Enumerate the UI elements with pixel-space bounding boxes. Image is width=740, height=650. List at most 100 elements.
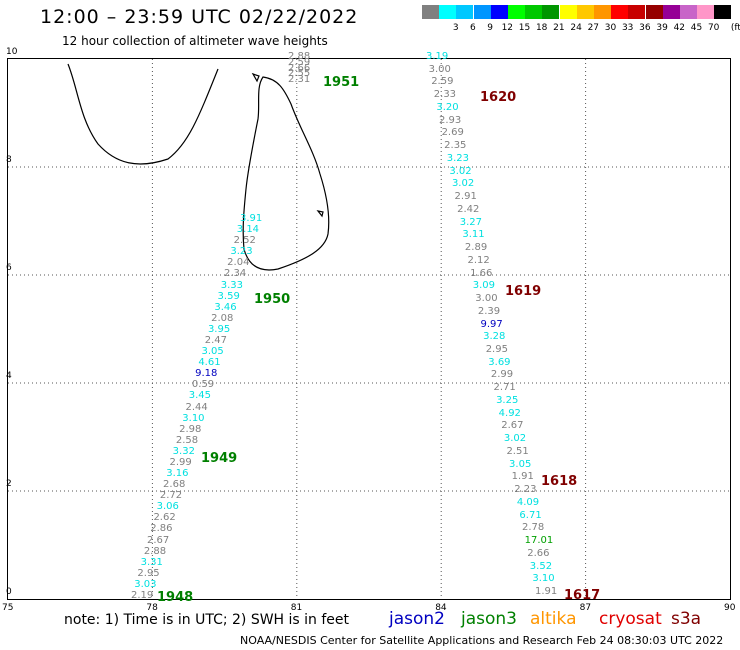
color-swatch: [422, 5, 439, 19]
legend-entry: s3a: [671, 609, 702, 629]
wave-height-value: 2.67: [147, 534, 170, 546]
wave-height-value: 2.67: [501, 420, 524, 432]
wave-height-value: 3.28: [483, 331, 506, 343]
x-tick-label: 87: [579, 603, 592, 613]
color-scale-label: 70: [707, 23, 720, 33]
wave-height-value: 3.10: [182, 412, 205, 424]
wave-height-value: 2.19: [131, 590, 154, 601]
y-tick-label: 4: [6, 371, 12, 381]
wave-height-value: 2.34: [223, 268, 247, 280]
wave-height-value: 4.92: [498, 407, 521, 419]
color-scale-label: 6: [470, 23, 476, 33]
y-tick-label: 10: [6, 47, 18, 57]
wave-height-value: 3.06: [156, 501, 179, 513]
wave-height-value: 2.47: [204, 334, 227, 346]
wave-height-value: 2.95: [137, 567, 160, 579]
footer-note: note: 1) Time is in UTC; 2) SWH is in fe…: [64, 612, 350, 628]
legend-entry: cryosat: [599, 609, 662, 629]
wave-height-value: 2.33: [433, 89, 457, 101]
legend-entry: jason3: [461, 609, 517, 629]
pass-label: 1620: [480, 90, 517, 105]
wave-height-value: 3.91: [240, 213, 263, 224]
wave-height-value: 2.39: [477, 305, 501, 317]
color-scale-label: 15: [518, 23, 531, 33]
wave-height-value: 2.66: [288, 62, 311, 74]
x-tick-label: 84: [435, 603, 447, 613]
sri-lanka-coastline: [242, 76, 330, 271]
island-fragment-2: [316, 210, 324, 218]
wave-height-value: 2.91: [454, 191, 477, 203]
wave-height-value: 2.23: [514, 484, 537, 496]
pass-label: 1948: [157, 590, 194, 605]
legend-entry: altika: [530, 609, 577, 629]
color-scale-label: 12: [501, 23, 514, 33]
color-scale-label: 9: [487, 23, 493, 33]
x-tick-label: 75: [2, 603, 14, 613]
color-scale-label: 24: [570, 23, 582, 33]
wave-height-value: 9.97: [480, 318, 503, 330]
wave-height-value: 4.09: [516, 496, 540, 508]
wave-height-value: 2.88: [288, 51, 311, 62]
wave-height-value: 2.95: [485, 343, 508, 355]
wave-height-value: 17.01: [524, 535, 554, 547]
wave-height-value: 2.04: [227, 257, 250, 269]
wave-height-value: 2.72: [159, 490, 183, 502]
wave-height-value: 2.62: [153, 512, 176, 524]
pass-label: 1619: [505, 284, 542, 299]
wave-height-value: 3.46: [214, 301, 237, 313]
wave-height-value: 3.59: [217, 290, 240, 302]
pass-label: 1618: [541, 474, 578, 489]
map-subtitle: 12 hour collection of altimeter wave hei…: [62, 34, 328, 48]
wave-height-value: 3.31: [140, 556, 163, 568]
color-scale-label: 39: [656, 23, 668, 33]
wave-height-value: 1.91: [535, 586, 558, 597]
color-swatch: [473, 5, 491, 19]
wave-height-value: 2.98: [179, 423, 202, 435]
wave-height-value: 3.05: [201, 346, 224, 358]
india-coastline: [67, 63, 219, 165]
wave-height-value: 3.11: [462, 229, 485, 241]
wave-height-value: 2.35: [444, 140, 467, 152]
wave-height-value: 3.05: [509, 458, 532, 470]
wave-height-value: 2.88: [143, 545, 167, 557]
coastline: [67, 63, 330, 271]
color-scale-label: 36: [639, 23, 651, 33]
wave-height-value: 3.27: [459, 216, 482, 228]
color-swatch: [490, 5, 508, 19]
wave-height-value: 3.23: [446, 152, 470, 164]
wave-height-value: 2.59: [288, 56, 311, 68]
wave-height-value: 0.59: [191, 379, 215, 391]
color-scale-label: 45: [690, 23, 703, 33]
wave-height-value: 2.08: [211, 312, 234, 324]
wave-height-value: 2.99: [169, 456, 192, 468]
map-title: 12:00 – 23:59 UTC 02/22/2022: [40, 6, 359, 28]
color-swatch: [508, 5, 525, 19]
wave-height-value: 2.93: [438, 114, 462, 126]
wave-height-value: 1.91: [511, 471, 534, 483]
gridlines: [8, 59, 730, 599]
color-swatch: [594, 5, 611, 19]
wave-height-value: 3.00: [475, 293, 498, 305]
pass-label: 1617: [564, 588, 601, 603]
wave-height-value: 3.02: [449, 165, 472, 177]
wave-height-value: 2.68: [163, 479, 186, 491]
wave-height-value: 2.99: [490, 369, 514, 381]
color-scale-label: 27: [587, 23, 600, 33]
wave-height-value: 3.03: [134, 578, 157, 590]
wave-height-value: 3.02: [451, 178, 475, 190]
y-tick-label: 2: [6, 479, 12, 489]
wave-height-value: 9.18: [195, 368, 218, 380]
color-swatch: [611, 5, 629, 19]
wave-height-value: 3.16: [166, 468, 189, 480]
wave-height-value: 3.23: [230, 246, 253, 258]
wave-height-value: 2.59: [431, 76, 454, 88]
color-swatch: [559, 5, 577, 19]
color-swatch: [680, 5, 697, 19]
color-swatch: [525, 5, 543, 19]
wave-height-value: 2.31: [288, 74, 311, 85]
wave-height-value: 3.33: [220, 279, 244, 291]
wave-height-value: 2.69: [441, 127, 464, 139]
color-swatch: [456, 5, 474, 19]
x-tick-label: 81: [290, 603, 303, 613]
wave-height-value: 6.71: [519, 509, 542, 521]
